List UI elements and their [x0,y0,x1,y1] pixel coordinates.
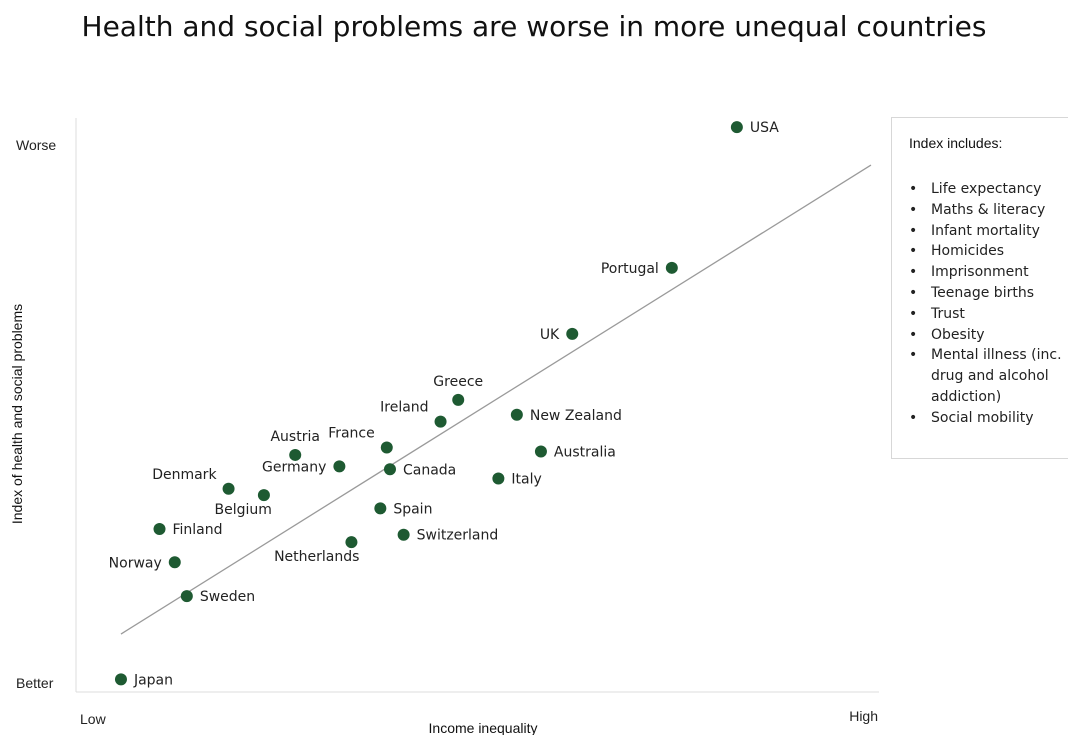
index-includes-box: Index includes: Life expectancy Maths & … [891,117,1068,459]
index-item: Life expectancy [909,179,1068,200]
x-tick-label-high: High [849,708,878,724]
point-label-australia: Australia [554,444,616,460]
data-point-australia [534,445,547,458]
index-item: Infant mortality [909,221,1068,242]
y-tick-label-worse: Worse [16,137,56,153]
point-label-uk: UK [540,327,560,343]
data-point-netherlands [345,536,358,549]
point-label-netherlands: Netherlands [274,549,359,565]
data-point-austria [289,448,302,461]
point-label-germany: Germany [262,459,326,475]
data-point-sweden [180,590,193,603]
index-item: Mental illness (inc. drug and alcohol ad… [909,345,1068,407]
index-item: Trust [909,304,1068,325]
index-item: Imprisonment [909,262,1068,283]
data-point-portugal [665,261,678,274]
data-point-japan [114,673,127,686]
data-point-canada [383,463,396,476]
data-point-france [380,441,393,454]
point-label-greece: Greece [433,374,483,390]
point-label-sweden: Sweden [200,589,255,605]
point-label-norway: Norway [109,555,162,571]
data-point-germany [333,460,346,473]
point-label-spain: Spain [393,501,432,517]
point-label-usa: USA [750,120,779,136]
point-label-belgium: Belgium [214,502,271,518]
index-item: Obesity [909,325,1068,346]
point-label-finland: Finland [173,522,223,538]
x-axis-title: Income inequality [429,720,538,735]
data-point-belgium [257,489,270,502]
y-tick-label-better: Better [16,675,54,691]
point-label-ireland: Ireland [380,400,428,416]
index-includes-title: Index includes: [909,135,1003,151]
point-label-japan: Japan [133,672,173,688]
point-label-denmark: Denmark [152,467,217,483]
index-item: Social mobility [909,408,1068,429]
data-point-italy [492,472,505,485]
point-label-france: France [328,425,375,441]
trend-line [120,164,872,635]
chart-title: Health and social problems are worse in … [81,10,987,43]
data-point-spain [374,502,387,515]
index-item: Maths & literacy [909,200,1068,221]
index-item: Teenage births [909,283,1068,304]
data-point-greece [452,393,465,406]
index-includes-list: Life expectancy Maths & literacy Infant … [909,179,1068,429]
point-label-austria: Austria [270,429,319,445]
data-point-switzerland [397,528,410,541]
point-label-switzerland: Switzerland [417,528,499,544]
data-point-usa [730,121,743,134]
point-label-italy: Italy [511,471,541,487]
data-point-uk [566,327,579,340]
point-label-portugal: Portugal [601,261,659,277]
data-point-ireland [434,415,447,428]
point-label-canada: Canada [403,462,456,478]
x-tick-label-low: Low [80,711,107,727]
data-point-denmark [222,482,235,495]
index-item: Homicides [909,241,1068,262]
data-point-norway [168,556,181,569]
data-point-finland [153,522,166,535]
point-label-new-zealand: New Zealand [530,408,622,424]
data-point-new-zealand [510,408,523,421]
y-axis-title: Index of health and social problems [9,304,25,524]
